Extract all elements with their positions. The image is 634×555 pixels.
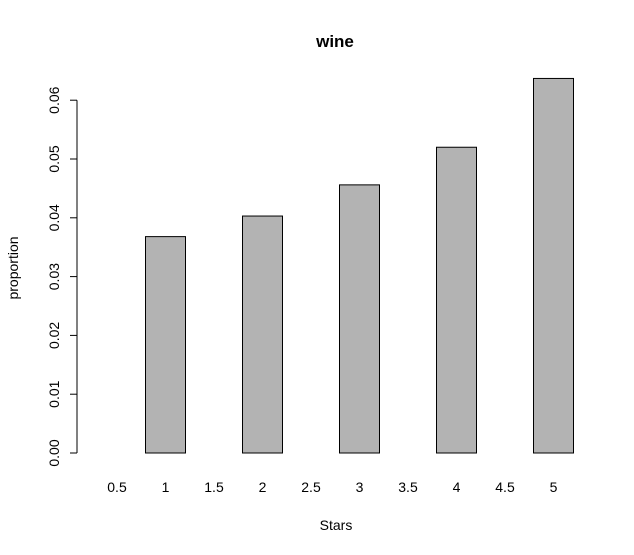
x-tick-label: 5 [550,479,558,495]
x-tick-labels: 0.5 1 1.5 2 2.5 3 3.5 4 4.5 5 [107,479,557,495]
x-tick-label: 3.5 [398,479,418,495]
y-tick-label: 0.04 [46,204,62,231]
chart-title: wine [315,32,354,51]
x-tick-label: 0.5 [107,479,127,495]
y-tick-label: 0.03 [46,263,62,290]
bar-1 [145,236,186,454]
bars-group [145,77,574,454]
bar-3 [339,184,380,454]
x-tick-label: 4 [453,479,461,495]
bar-2 [242,215,283,454]
y-axis: 0.00 0.01 0.02 0.03 0.04 0.05 0.06 [46,86,78,467]
x-tick-label: 3 [356,479,364,495]
bar-4 [436,146,477,454]
x-tick-label: 2 [259,479,267,495]
y-tick-label: 0.01 [46,380,62,407]
y-tick-label: 0.06 [46,86,62,113]
y-tick-label: 0.02 [46,322,62,349]
x-tick-label: 2.5 [301,479,321,495]
bar-5 [533,77,574,454]
x-tick-label: 1 [162,479,170,495]
y-tick-label: 0.05 [46,145,62,172]
y-tick-label: 0.00 [46,439,62,466]
y-axis-label: proportion [5,236,21,299]
x-tick-label: 1.5 [204,479,224,495]
x-axis-label: Stars [320,517,353,533]
x-tick-label: 4.5 [495,479,515,495]
